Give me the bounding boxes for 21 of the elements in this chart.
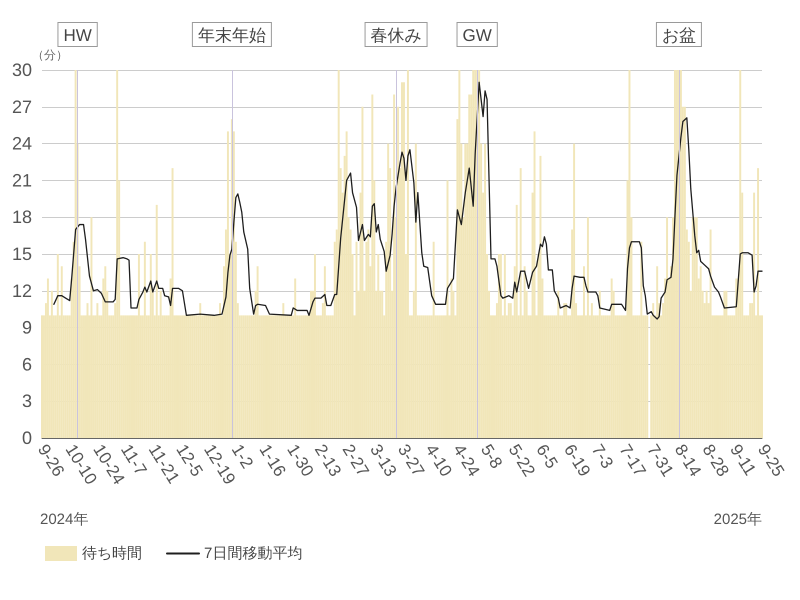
- y-tick-label: 30: [12, 60, 32, 80]
- ref-line-label: GW: [462, 26, 492, 45]
- legend-label: 7日間移動平均: [204, 545, 302, 562]
- y-tick-label: 18: [12, 207, 32, 228]
- y-tick-label: 9: [22, 318, 32, 338]
- y-tick-label: 24: [12, 134, 32, 154]
- y-tick-label: 27: [12, 96, 32, 117]
- ref-line-label: HW: [63, 26, 92, 45]
- y-tick-label: 0: [22, 428, 32, 448]
- y-tick-label: 21: [12, 170, 32, 190]
- ref-line-label: 年末年始: [198, 26, 266, 45]
- legend-label: 待ち時間: [82, 545, 142, 562]
- y-tick-label: 12: [12, 280, 32, 301]
- text: 2025年: [714, 511, 762, 528]
- y-tick-label: 15: [12, 244, 32, 264]
- ref-line-label: お盆: [662, 26, 696, 45]
- ref-line-label: 春休み: [370, 26, 422, 45]
- y-tick-label: 6: [22, 354, 32, 374]
- y-tick-label: 3: [22, 391, 32, 412]
- text: 2024年: [40, 511, 88, 528]
- y-axis-title: （分）: [32, 48, 68, 62]
